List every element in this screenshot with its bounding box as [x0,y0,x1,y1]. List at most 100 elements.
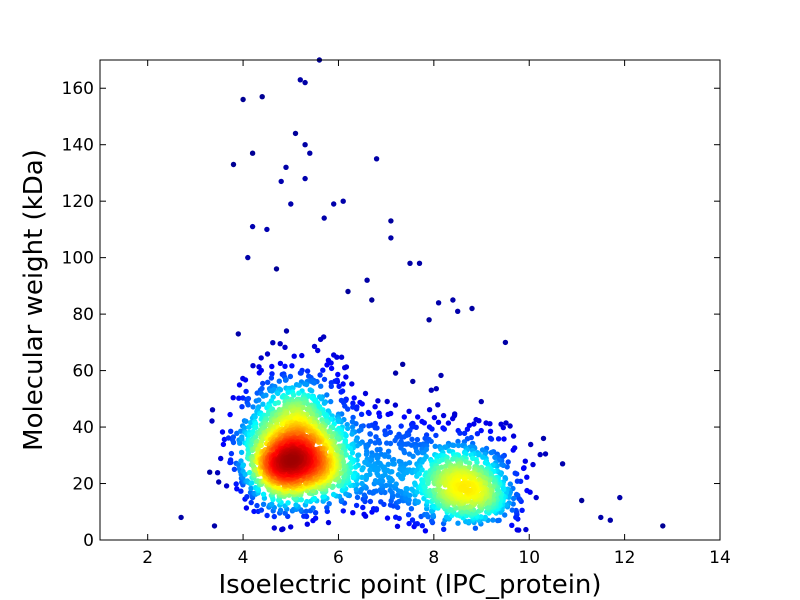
data-point [455,442,462,449]
data-point [249,150,256,156]
data-point [238,488,244,494]
data-point [309,388,315,394]
data-point [265,379,271,385]
data-point [254,438,260,445]
data-point [209,407,216,413]
data-point [240,462,247,468]
data-point [228,428,234,434]
data-point [283,328,290,334]
data-point [422,528,429,534]
data-point [345,406,351,412]
data-point [269,388,275,394]
data-point [260,491,267,497]
data-point [373,156,380,162]
data-point [260,401,266,407]
data-point [367,467,373,473]
data-point [392,402,399,408]
data-point [367,498,374,505]
data-point [319,417,325,423]
data-point [238,458,244,464]
data-point [416,260,423,266]
data-point [461,430,468,436]
data-point [236,395,242,401]
plot-frame [99,59,721,541]
data-point [252,414,258,420]
data-point [289,363,295,369]
data-point [388,235,394,241]
data-point [375,398,381,404]
y-tick-label: 20 [72,475,94,495]
data-point [343,491,349,497]
data-point [372,404,378,410]
data-point [231,466,238,472]
data-point [240,96,246,103]
data-point [264,226,270,233]
data-point [270,340,276,346]
data-point [499,461,505,468]
data-point [271,513,277,520]
data-point [250,404,256,410]
data-point [241,425,248,431]
x-axis-label: Isoelectric point (IPC_protein) [218,570,601,600]
data-point [387,440,394,447]
data-point [359,480,365,487]
data-point [524,487,530,494]
data-point [387,487,393,493]
data-point [442,463,449,469]
data-point [408,506,415,512]
data-point [523,526,529,533]
data-point [394,504,401,511]
data-point [395,492,401,498]
data-point [310,505,316,511]
data-point [340,508,346,514]
data-point [490,517,496,523]
data-point [660,523,666,529]
data-point [303,381,310,388]
data-point [350,404,356,410]
data-point [383,468,389,474]
data-point [372,478,379,484]
x-tick-label: 4 [238,548,249,568]
data-point [273,266,280,272]
data-point [409,436,415,442]
data-point [242,377,249,383]
data-point [487,421,493,427]
data-point [245,402,251,408]
data-point [269,371,275,377]
data-point [335,482,342,489]
data-point [341,474,347,480]
data-point [385,411,391,418]
data-point [372,425,378,431]
data-point [264,512,270,519]
data-point [373,506,380,512]
data-point [428,387,434,393]
data-point [218,455,224,462]
data-point [510,433,517,439]
data-point [308,410,314,417]
data-point [464,426,471,432]
data-point [398,489,404,495]
data-point [393,481,399,487]
data-point [500,424,506,431]
data-point [357,399,363,406]
data-point [524,474,530,480]
data-point [283,164,289,170]
data-point [250,363,256,369]
data-point [302,175,308,182]
data-point [478,427,484,434]
x-tick-label: 2 [142,548,153,568]
data-point [408,442,415,448]
data-point [329,433,335,440]
data-point [303,508,309,514]
data-point [509,507,515,513]
data-point [466,460,473,466]
data-point [324,392,330,398]
data-point [426,317,432,323]
data-point [254,502,260,509]
data-point [353,486,359,493]
data-point [301,400,307,406]
y-axis: 0 20 40 60 80 100 120 140 160 [62,79,720,551]
data-point [386,454,392,460]
data-point [478,398,484,405]
